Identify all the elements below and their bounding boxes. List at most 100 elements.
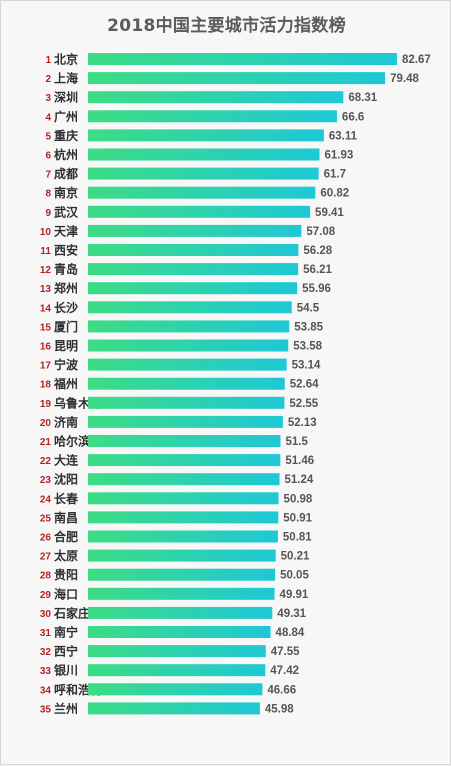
bar: [88, 53, 397, 65]
bar-row: 35 兰州 45.98: [40, 701, 294, 716]
rank-label: 26: [40, 533, 52, 544]
bar-row: 31 南宁 48.84: [40, 625, 305, 640]
city-label: 济南: [54, 414, 78, 429]
bar: [88, 320, 290, 333]
bar-row: 3 深圳 68.31: [45, 90, 377, 105]
rank-label: 27: [40, 552, 52, 563]
bar-row: 34 呼和浩特 46.66: [40, 682, 296, 697]
city-label: 上海: [54, 71, 78, 86]
city-label: 成都: [54, 166, 78, 181]
value-label: 47.42: [270, 665, 299, 677]
value-label: 82.67: [402, 54, 431, 66]
bar-row: 25 南昌 50.91: [40, 510, 313, 525]
bar: [88, 415, 283, 428]
bar: [88, 358, 287, 371]
bar: [88, 473, 280, 486]
city-label: 南昌: [54, 510, 78, 525]
rank-label: 13: [40, 284, 52, 295]
rank-label: 23: [40, 475, 52, 486]
rank-label: 5: [45, 131, 51, 142]
bar: [88, 626, 271, 638]
rank-label: 10: [40, 227, 52, 238]
bar-row: 30 石家庄 49.31: [40, 605, 307, 620]
city-label: 青岛: [54, 262, 78, 277]
city-label: 大连: [54, 453, 79, 468]
bar-row: 33 银川 47.42: [40, 663, 299, 678]
rank-label: 8: [45, 189, 51, 200]
bar: [88, 186, 316, 199]
bar-row: 26 合肥 50.81: [40, 529, 312, 544]
value-label: 50.81: [283, 532, 312, 544]
bar-row: 23 沈阳 51.24: [40, 472, 314, 487]
rank-label: 35: [40, 704, 52, 715]
bar: [88, 645, 266, 658]
city-label: 海口: [54, 586, 78, 601]
value-label: 53.14: [292, 360, 321, 372]
value-label: 61.7: [324, 169, 346, 181]
rank-label: 33: [40, 666, 52, 677]
city-label: 广州: [54, 109, 78, 124]
city-label: 西宁: [54, 644, 78, 659]
city-label: 太原: [54, 548, 78, 563]
rank-label: 2: [45, 74, 51, 85]
bar-row: 5 重庆 63.11: [45, 128, 357, 143]
rank-label: 19: [40, 399, 52, 410]
bar: [88, 435, 281, 447]
city-label: 郑州: [54, 281, 78, 296]
rank-label: 22: [40, 456, 52, 467]
bar: [88, 110, 337, 123]
value-label: 56.28: [303, 245, 332, 257]
bar: [88, 530, 278, 543]
city-label: 福州: [53, 376, 78, 391]
bar-row: 15 厦门 53.85: [40, 319, 324, 334]
value-label: 79.48: [390, 73, 419, 85]
bar: [88, 91, 344, 104]
bar-row: 18 福州 52.64: [40, 376, 319, 391]
bar-row: 32 西宁 47.55: [40, 644, 300, 659]
bar: [88, 72, 386, 85]
value-label: 48.84: [276, 627, 305, 639]
value-label: 59.41: [315, 207, 344, 219]
bar: [88, 664, 266, 677]
bar: [88, 511, 279, 524]
value-label: 45.98: [265, 703, 294, 715]
value-label: 50.21: [281, 551, 310, 563]
bar-row: 22 大连 51.46: [40, 453, 314, 468]
bar: [88, 683, 263, 696]
bar: [88, 167, 319, 180]
city-label: 合肥: [54, 529, 78, 544]
rank-label: 29: [40, 590, 52, 601]
bar-row: 8 南京 60.82: [45, 185, 349, 200]
city-label: 西安: [54, 243, 78, 258]
bar: [88, 377, 285, 390]
city-label: 长沙: [54, 300, 78, 315]
rank-label: 16: [40, 342, 52, 353]
bar: [88, 587, 275, 600]
value-label: 46.66: [267, 684, 296, 696]
bar-row: 21 哈尔滨 51.5: [40, 434, 309, 449]
value-label: 49.31: [277, 608, 306, 620]
city-label: 银川: [54, 663, 78, 678]
bar: [88, 492, 279, 505]
bar: [88, 263, 299, 276]
bar: [88, 702, 260, 715]
rank-label: 28: [40, 571, 52, 582]
rank-label: 17: [40, 361, 52, 372]
rank-label: 20: [40, 418, 52, 429]
bar-row: 4 广州 66.6: [45, 109, 364, 124]
bar: [88, 568, 276, 581]
bar-row: 12 青岛 56.21: [40, 262, 333, 277]
bar: [88, 339, 289, 352]
rank-label: 15: [40, 322, 52, 333]
bar: [88, 606, 273, 619]
bar-row: 29 海口 49.91: [40, 586, 309, 601]
city-label: 兰州: [54, 701, 78, 716]
value-label: 49.91: [280, 589, 309, 601]
bars-layer: 1 北京 82.67 2 上海 79.48 3 深圳 68.31 4 广州 66.6 5 重庆 63.11 6…: [40, 52, 431, 716]
city-label: 宁波: [54, 357, 79, 372]
rank-label: 30: [40, 609, 52, 620]
bar-row: 6 杭州 61.93: [45, 147, 353, 162]
rank-label: 3: [45, 93, 51, 104]
